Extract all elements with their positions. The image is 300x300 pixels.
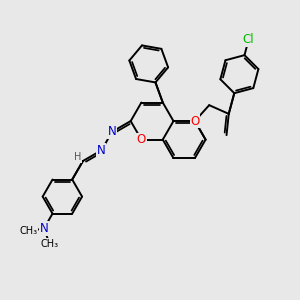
- Text: N: N: [108, 125, 116, 138]
- Text: N: N: [97, 144, 106, 157]
- Text: O: O: [137, 133, 146, 146]
- Text: Cl: Cl: [243, 33, 254, 46]
- Text: CH₃: CH₃: [40, 238, 58, 248]
- Text: N: N: [40, 222, 48, 235]
- Text: CH₃: CH₃: [19, 226, 37, 236]
- Text: H: H: [74, 152, 81, 162]
- Text: O: O: [190, 115, 200, 128]
